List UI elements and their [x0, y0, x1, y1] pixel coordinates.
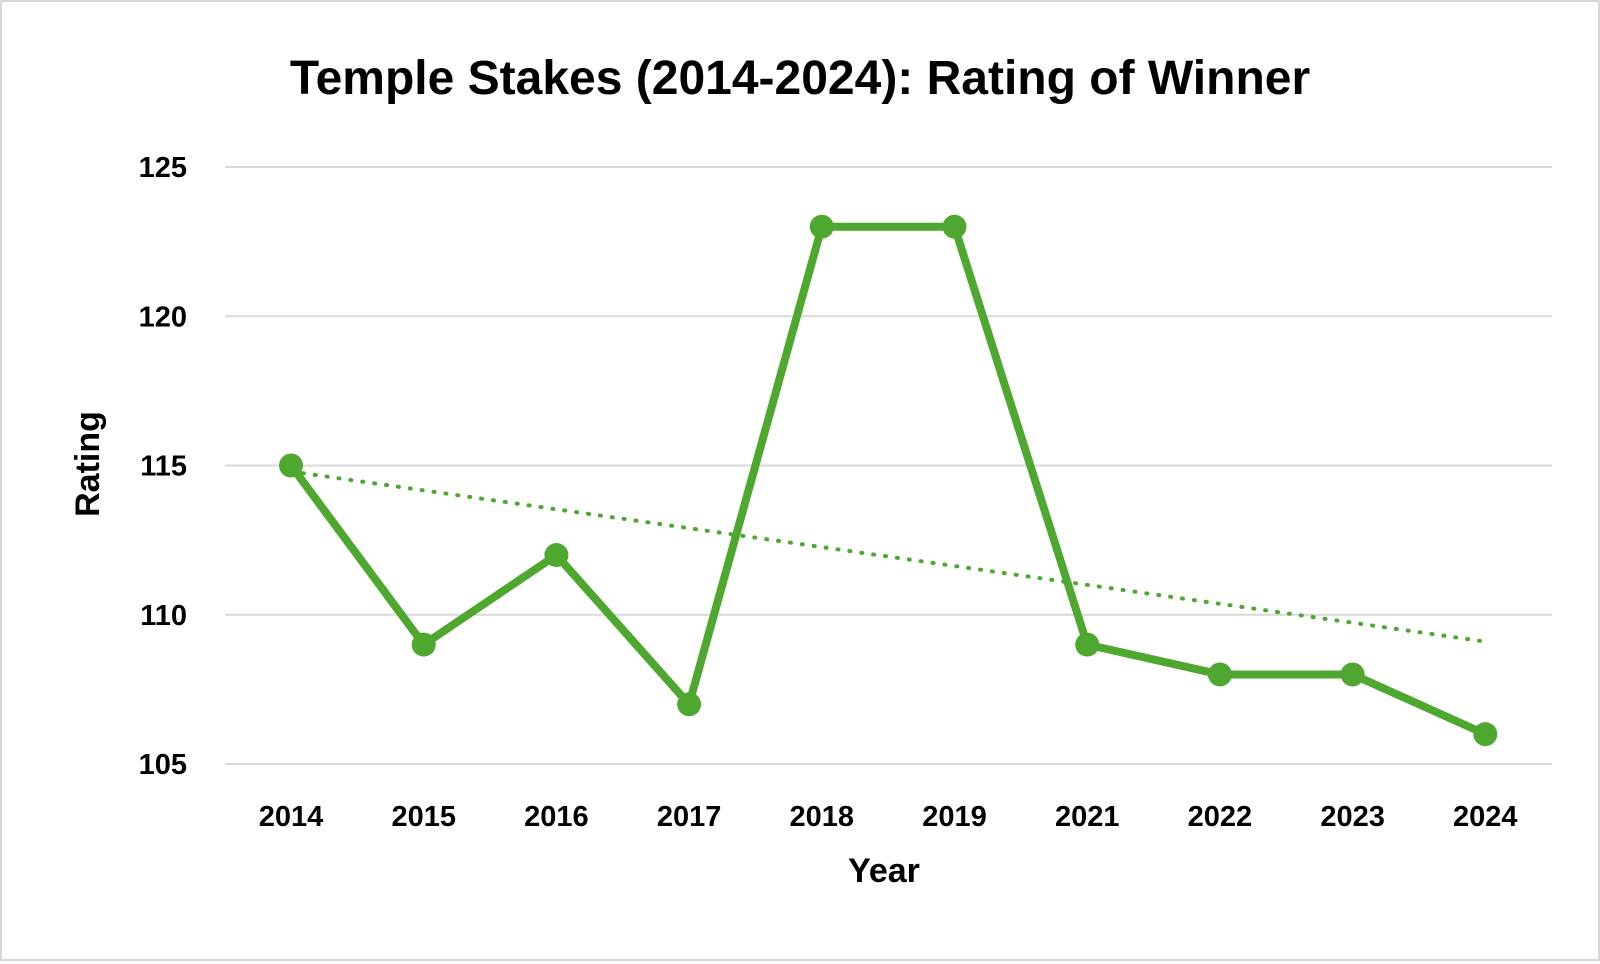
x-tick-label: 2019 [922, 801, 987, 833]
chart-title: Temple Stakes (2014-2024): Rating of Win… [290, 52, 1310, 105]
x-axis-ticks: 2014 2015 2016 2017 2018 2019 2021 2022 2023 2024 [259, 801, 1518, 833]
series-line [287, 222, 1490, 739]
x-tick-label: 2016 [524, 801, 589, 833]
x-tick-label: 2022 [1188, 801, 1253, 833]
data-point [1340, 662, 1365, 687]
x-tick-label: 2015 [391, 801, 456, 833]
data-point [1075, 632, 1100, 657]
y-tick-label: 115 [140, 451, 187, 483]
data-point [677, 692, 702, 717]
data-point [411, 632, 436, 657]
data-point [544, 543, 569, 568]
data-point [809, 214, 834, 239]
x-tick-label: 2014 [259, 801, 324, 833]
data-point [1473, 722, 1498, 747]
data-point [279, 453, 303, 478]
y-tick-label: 120 [139, 301, 187, 333]
plot-area [279, 214, 1498, 747]
x-tick-label: 2021 [1055, 801, 1120, 833]
y-tick-label: 125 [139, 152, 187, 184]
x-axis-title: Year [848, 852, 920, 890]
x-tick-label: 2024 [1453, 801, 1518, 833]
x-tick-label: 2023 [1320, 801, 1385, 833]
data-point [942, 214, 967, 239]
y-axis-ticks: 105 110 115 120 125 [139, 152, 187, 781]
y-axis-title: Rating [69, 411, 107, 517]
x-tick-label: 2018 [790, 801, 855, 833]
gridlines [225, 166, 1552, 765]
data-point [1207, 662, 1232, 687]
x-tick-label: 2017 [657, 801, 722, 833]
y-tick-label: 105 [139, 749, 187, 781]
y-tick-label: 110 [140, 600, 187, 632]
